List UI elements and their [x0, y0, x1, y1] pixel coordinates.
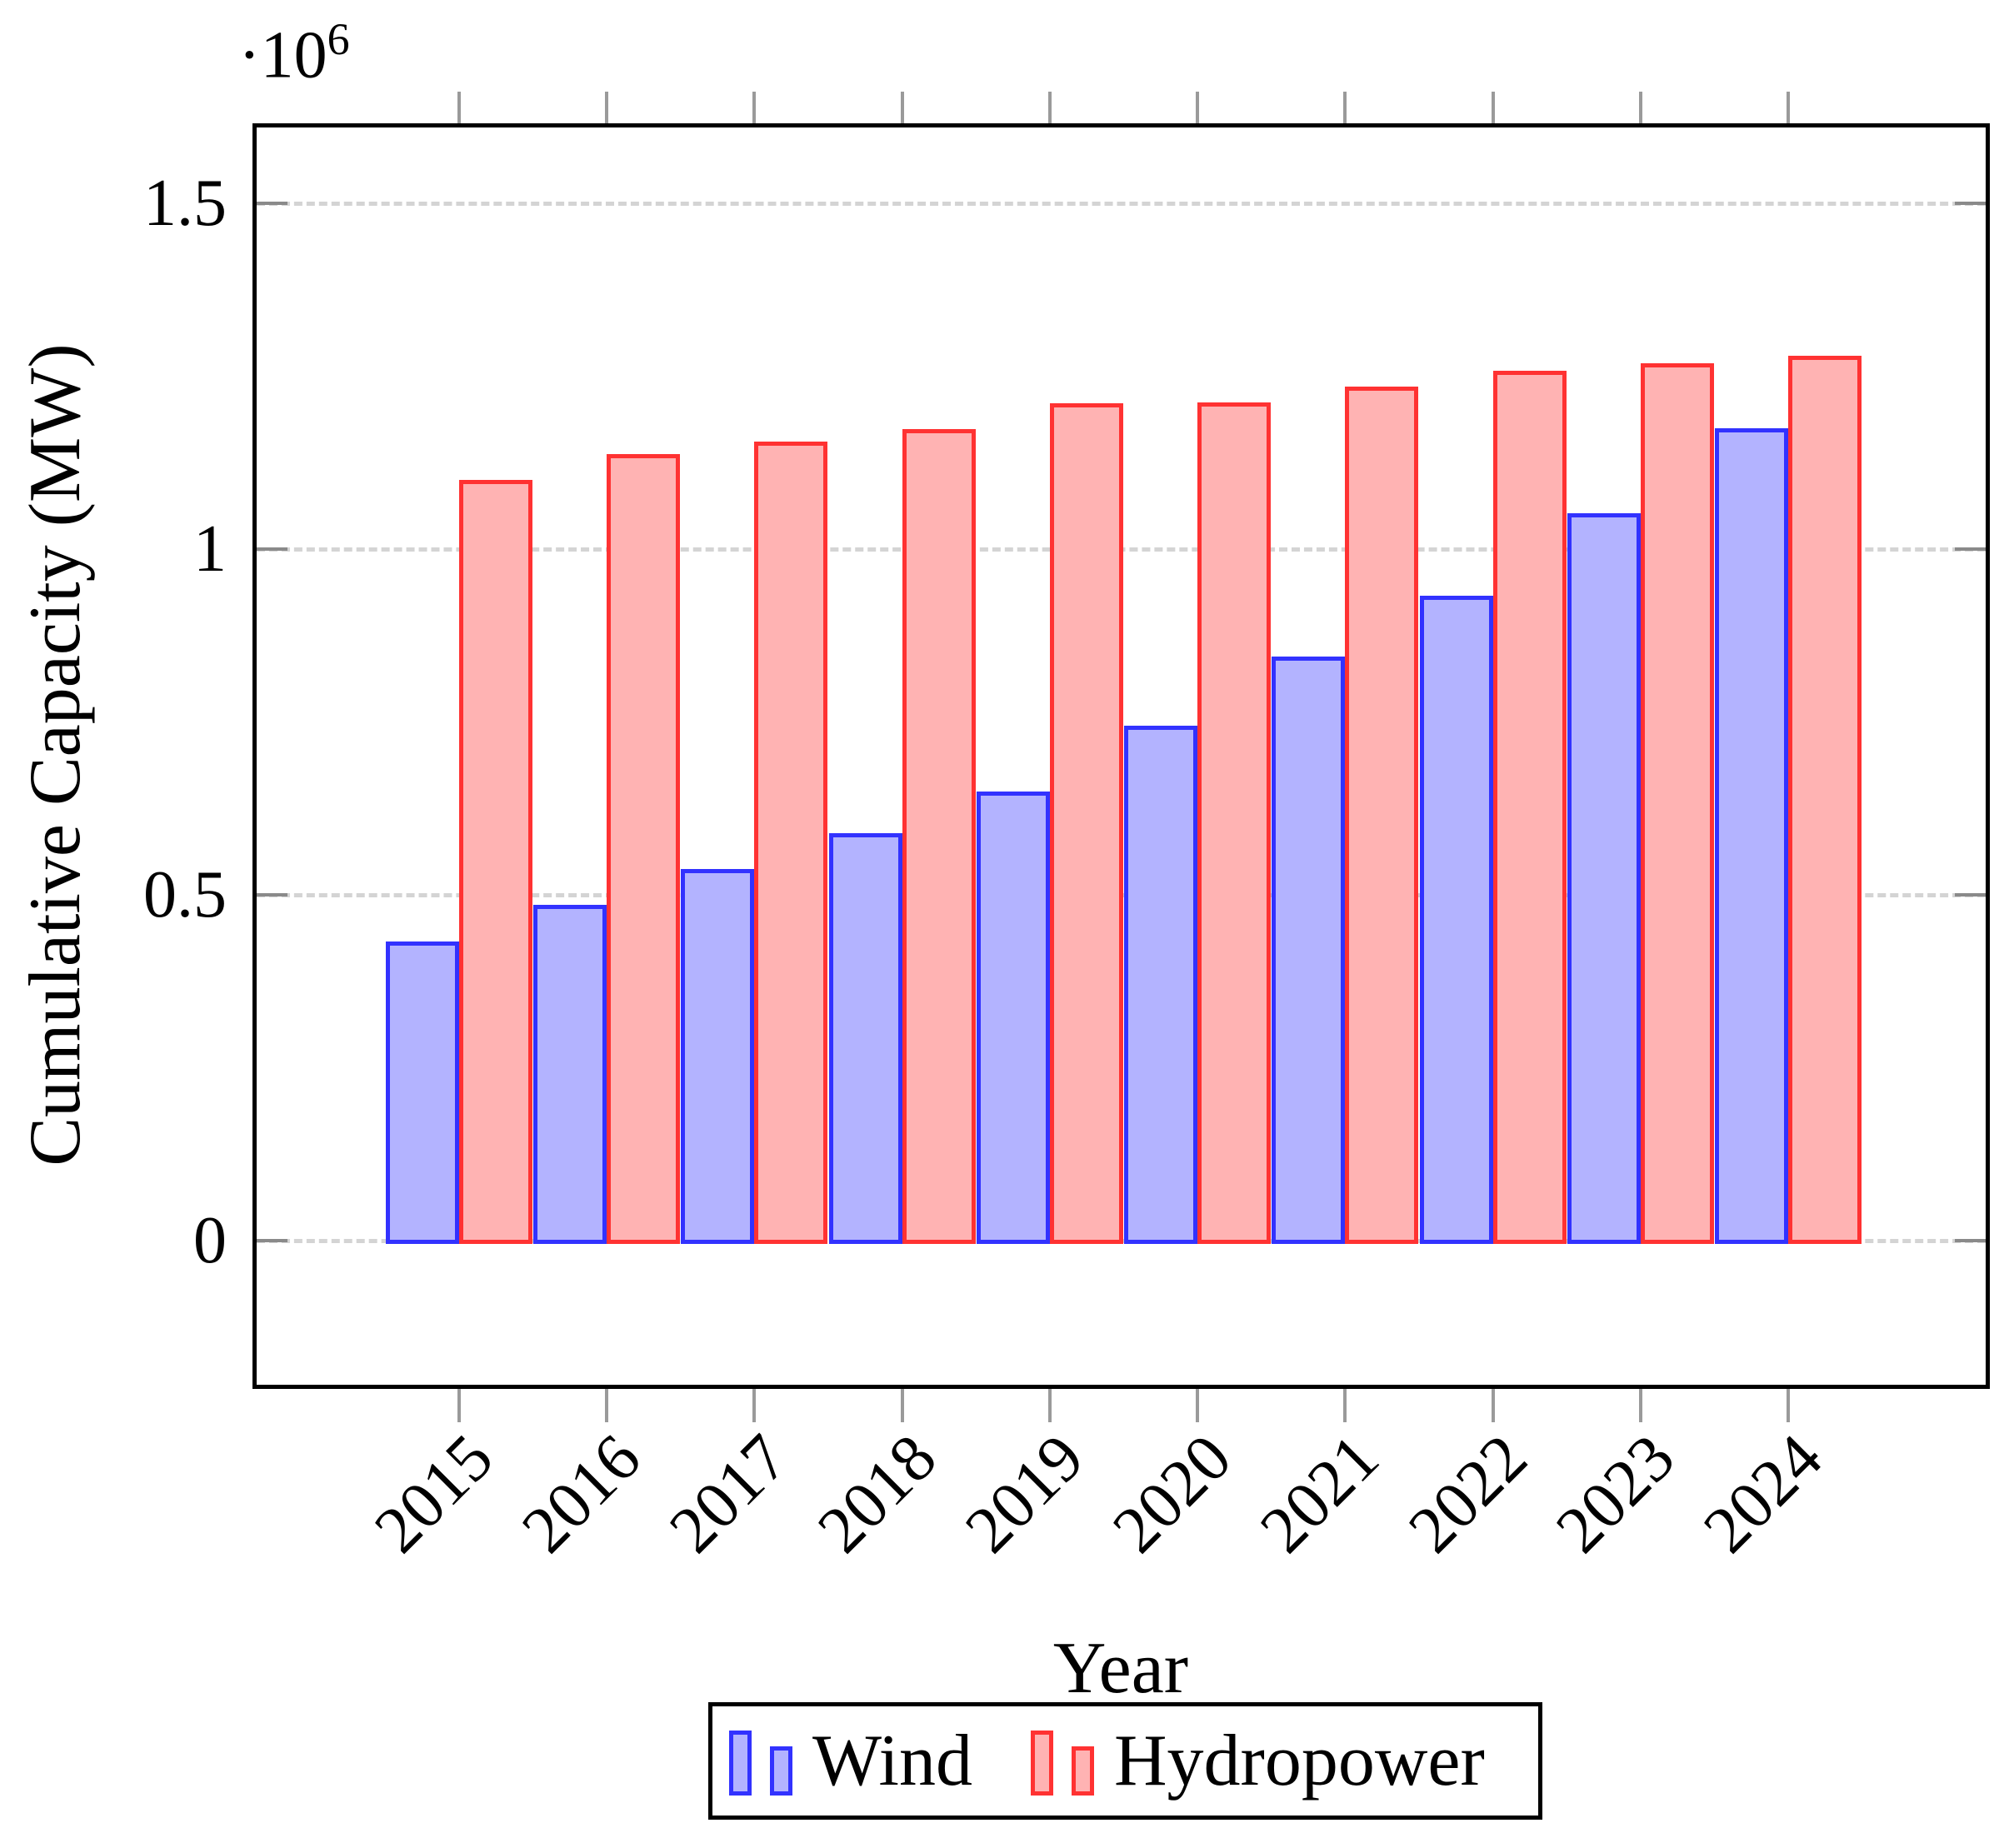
bar-hydropower-2021	[1345, 386, 1419, 1244]
bar-wind-2022	[1419, 596, 1493, 1244]
x-tick-top	[605, 92, 609, 123]
bar-hydropower-2024	[1787, 355, 1862, 1244]
x-tick-bottom	[1786, 1389, 1790, 1422]
bar-wind-2021	[1272, 656, 1346, 1244]
bar-hydropower-2018	[902, 429, 976, 1244]
bar-hydropower-2019	[1049, 402, 1123, 1244]
y-tick-left	[252, 202, 287, 205]
x-tick-label-2024: 2024	[1690, 1421, 1837, 1567]
x-tick-bottom	[752, 1389, 757, 1422]
x-tick-top	[1047, 92, 1052, 123]
y-tick-right	[1955, 893, 1990, 897]
legend-label-hydropower: Hydropower	[1113, 1720, 1485, 1801]
legend-entry-hydropower: Hydropower	[1030, 1720, 1485, 1803]
x-tick-bottom	[900, 1389, 904, 1422]
bar-hydropower-2017	[754, 442, 828, 1244]
x-tick-label-2016: 2016	[508, 1421, 655, 1567]
y-axis-scale-label: ·106	[238, 13, 350, 94]
x-tick-top	[457, 92, 461, 123]
legend-entry-wind: Wind	[729, 1720, 972, 1803]
y-tick-right	[1955, 547, 1990, 551]
y-tick-right	[1955, 1239, 1990, 1242]
y-tick-left	[252, 547, 287, 551]
x-tick-top	[1638, 92, 1642, 123]
x-tick-top	[900, 92, 904, 123]
hydropower-swatch-tall	[1030, 1730, 1053, 1796]
x-tick-label-2023: 2023	[1542, 1421, 1689, 1567]
x-tick-top	[752, 92, 757, 123]
x-tick-bottom	[1047, 1389, 1052, 1422]
bar-wind-2015	[386, 941, 459, 1244]
x-tick-label-2019: 2019	[952, 1421, 1098, 1567]
gridline-y-1.5	[257, 202, 1986, 206]
bar-hydropower-2015	[459, 480, 532, 1244]
x-tick-top	[1491, 92, 1495, 123]
y-tick-label-1: 1	[193, 512, 227, 586]
y-tick-right	[1955, 202, 1990, 205]
bar-wind-2019	[976, 791, 1050, 1244]
legend-label-wind: Wind	[812, 1720, 972, 1801]
y-tick-label-1.5: 1.5	[143, 167, 227, 240]
x-tick-label-2020: 2020	[1099, 1421, 1246, 1567]
x-tick-label-2021: 2021	[1247, 1421, 1393, 1567]
bar-hydropower-2023	[1640, 362, 1714, 1244]
y-tick-left	[252, 1239, 287, 1242]
bar-hydropower-2016	[607, 454, 681, 1244]
bar-hydropower-2022	[1492, 370, 1567, 1244]
x-tick-bottom	[605, 1389, 609, 1422]
bar-wind-2023	[1567, 512, 1641, 1244]
y-tick-left	[252, 893, 287, 897]
x-tick-bottom	[1638, 1389, 1642, 1422]
x-tick-label-2017: 2017	[656, 1421, 802, 1567]
y-tick-label-0.5: 0.5	[143, 858, 227, 931]
x-tick-label-2015: 2015	[361, 1421, 507, 1567]
y-tick-label-0: 0	[193, 1204, 227, 1277]
x-tick-bottom	[1196, 1389, 1200, 1422]
wind-swatch-tall	[729, 1730, 752, 1796]
bar-wind-2024	[1714, 427, 1788, 1244]
y-axis-scale-exponent: 6	[327, 14, 350, 64]
x-axis-title: Year	[1052, 1628, 1189, 1709]
x-tick-label-2022: 2022	[1394, 1421, 1542, 1567]
wind-bars-icon	[729, 1727, 792, 1796]
x-tick-bottom	[1491, 1389, 1495, 1422]
bar-wind-2020	[1124, 726, 1198, 1244]
x-tick-label-2018: 2018	[803, 1421, 951, 1567]
x-tick-top	[1196, 92, 1200, 123]
wind-swatch-short	[770, 1746, 792, 1796]
hydropower-bars-icon	[1030, 1727, 1094, 1796]
legend: Wind Hydropower	[708, 1702, 1542, 1820]
x-tick-top	[1343, 92, 1347, 123]
bar-wind-2016	[533, 905, 607, 1244]
y-axis-scale-base: ·10	[238, 18, 327, 92]
hydropower-swatch-short	[1071, 1746, 1094, 1796]
x-tick-bottom	[457, 1389, 461, 1422]
bar-wind-2018	[828, 833, 902, 1244]
bar-wind-2017	[681, 869, 755, 1244]
x-tick-bottom	[1343, 1389, 1347, 1422]
bar-hydropower-2020	[1197, 402, 1272, 1244]
x-tick-top	[1786, 92, 1790, 123]
